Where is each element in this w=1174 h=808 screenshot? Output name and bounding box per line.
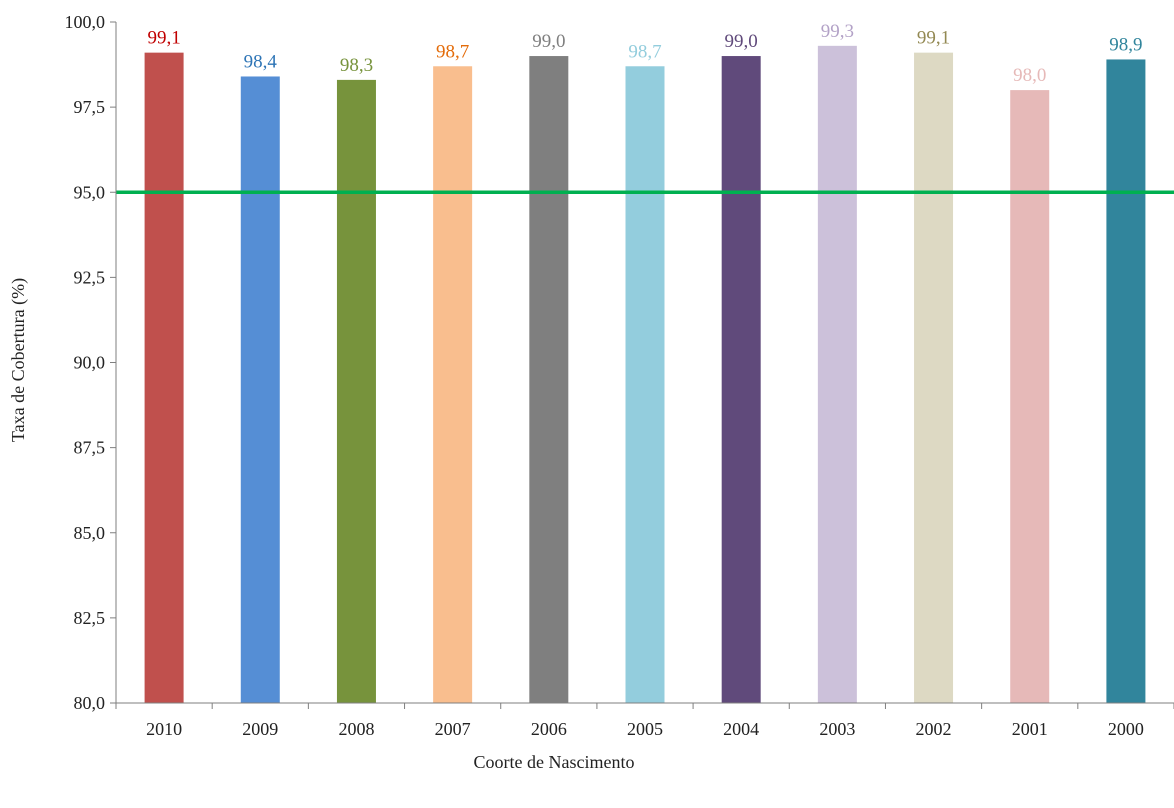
y-tick-label: 85,0 — [74, 523, 106, 543]
y-axis-title: Taxa de Cobertura (%) — [8, 278, 29, 442]
x-tick-label-2008: 2008 — [338, 719, 374, 739]
y-tick-label: 92,5 — [74, 267, 106, 287]
x-tick-label-2001: 2001 — [1012, 719, 1048, 739]
bar-2008 — [336, 79, 376, 703]
bar-2004 — [721, 56, 761, 704]
value-label-2005: 98,7 — [628, 41, 661, 62]
value-label-2003: 99,3 — [821, 21, 854, 42]
y-tick-label: 82,5 — [74, 608, 106, 628]
x-tick-label-2000: 2000 — [1108, 719, 1144, 739]
x-tick-label-2010: 2010 — [146, 719, 182, 739]
value-labels: 99,1 98,4 98,3 98,7 99,0 98,7 99,0 99,3 99,1 98,0… — [147, 21, 1142, 86]
bar-2006 — [529, 56, 569, 704]
x-tick-label-2009: 2009 — [242, 719, 278, 739]
value-label-2010: 99,1 — [147, 28, 180, 49]
bars — [144, 45, 1146, 704]
bar-2000 — [1106, 59, 1146, 703]
bar-2009 — [240, 76, 280, 704]
bar-2001 — [1010, 90, 1050, 704]
y-tick-label: 100,0 — [65, 12, 106, 32]
y-tick-label: 80,0 — [74, 693, 106, 713]
bar-2007 — [433, 66, 473, 703]
y-tick-label: 90,0 — [74, 353, 106, 373]
axes — [115, 22, 1174, 704]
y-tick-label: 97,5 — [74, 97, 106, 117]
y-axis-ticks: 80,0 82,5 85,0 87,5 90,0 92,5 95,0 97,5 100,0 — [65, 12, 116, 713]
x-tick-label-2002: 2002 — [916, 719, 952, 739]
x-tick-label-2007: 2007 — [435, 719, 471, 739]
value-label-2002: 99,1 — [917, 28, 950, 49]
x-tick-label-2006: 2006 — [531, 719, 567, 739]
x-tick-label-2004: 2004 — [723, 719, 759, 739]
x-tick-label-2005: 2005 — [627, 719, 663, 739]
y-tick-label: 95,0 — [74, 182, 106, 202]
x-axis-ticks: 2010 2009 2008 2007 2006 2005 2004 2003 2002 2001… — [115, 703, 1174, 739]
x-tick-label-2003: 2003 — [819, 719, 855, 739]
value-label-2004: 99,0 — [725, 31, 758, 52]
value-label-2008: 98,3 — [340, 55, 373, 76]
y-tick-label: 87,5 — [74, 438, 106, 458]
bar-2003 — [817, 45, 857, 703]
value-label-2001: 98,0 — [1013, 65, 1046, 86]
value-label-2009: 98,4 — [244, 51, 278, 72]
bar-2002 — [914, 52, 954, 703]
value-label-2007: 98,7 — [436, 41, 469, 62]
bar-2005 — [625, 66, 665, 703]
value-label-2000: 98,9 — [1109, 34, 1142, 55]
bar-2010 — [144, 52, 184, 703]
value-label-2006: 99,0 — [532, 31, 565, 52]
x-axis-title: Coorte de Nascimento — [474, 752, 635, 772]
